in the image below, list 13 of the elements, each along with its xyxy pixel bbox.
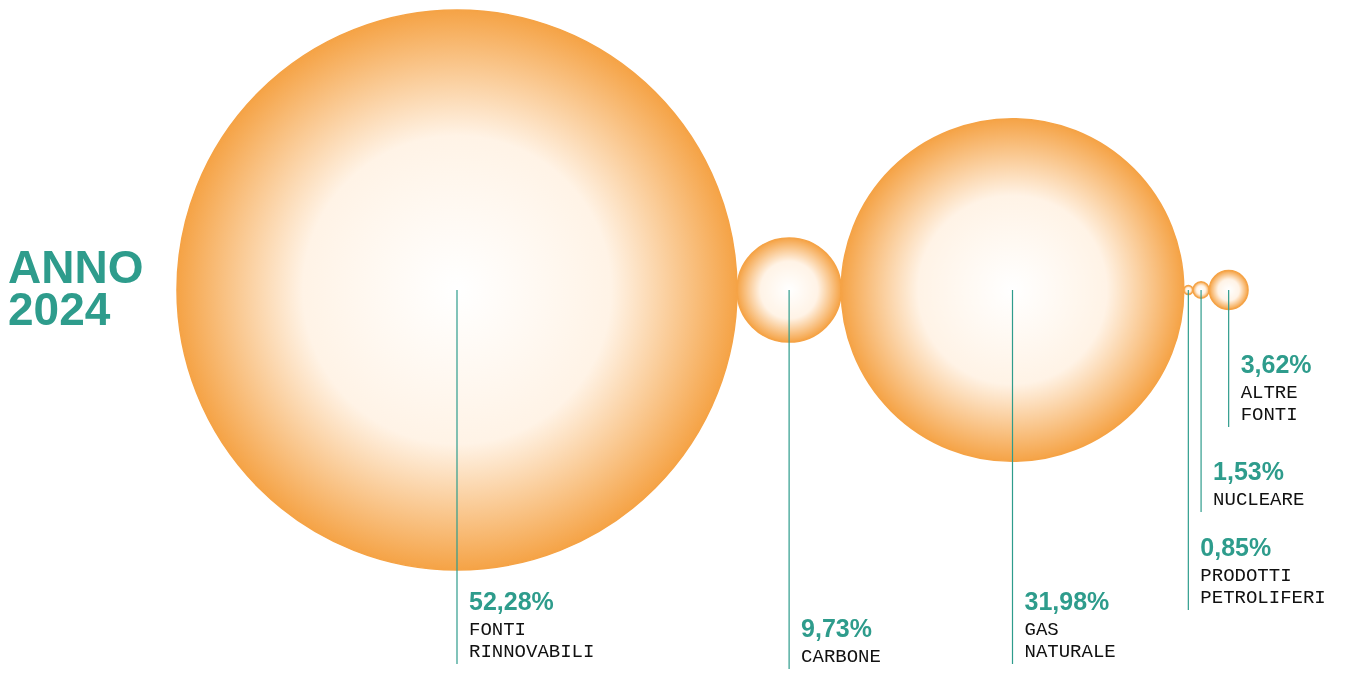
category-label: FONTI RINNOVABILI <box>469 619 595 663</box>
text: ANNO 2024 <box>8 241 144 335</box>
category-label: NUCLEARE <box>1213 489 1305 511</box>
data-label: 52,28% <box>469 587 554 615</box>
category-label: ALTRE FONTI <box>1240 382 1298 426</box>
data-label: 3,62% <box>1240 350 1312 378</box>
category-label: GAS NATURALE <box>1024 619 1116 663</box>
data-label: 9,73% <box>801 614 872 642</box>
data-label: 1,53% <box>1213 457 1284 485</box>
data-label: 0,85% <box>1200 533 1272 561</box>
data-label: 31,98% <box>1024 587 1110 615</box>
category-label: PRODOTTI PETROLIFERI <box>1200 565 1326 609</box>
category-label: CARBONE <box>801 646 881 668</box>
